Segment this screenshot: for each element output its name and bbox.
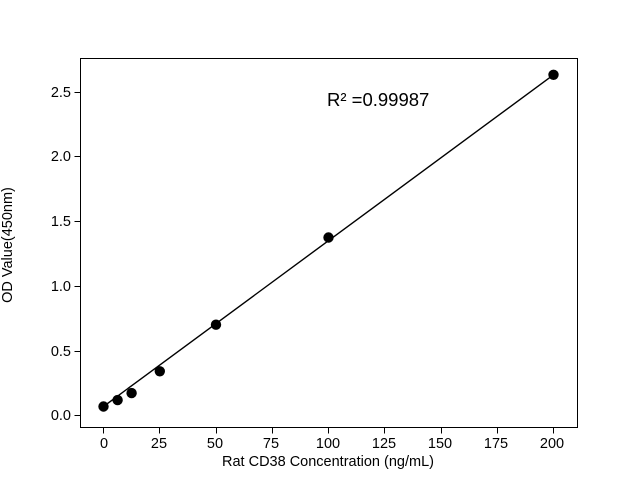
svg-text:R² =0.99987: R² =0.99987: [327, 89, 429, 110]
